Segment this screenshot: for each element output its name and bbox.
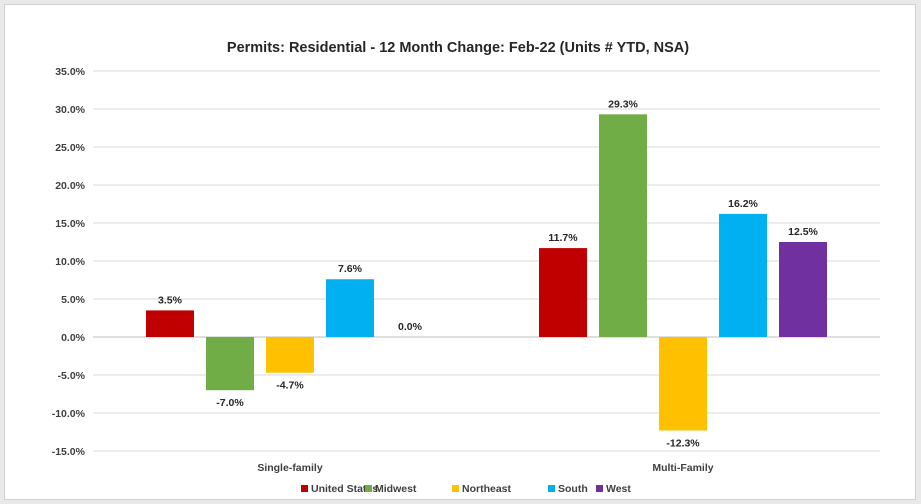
legend-swatch [452, 485, 459, 492]
legend-label: United States [311, 483, 378, 495]
x-axis-categories: Single-family Multi-Family [257, 462, 713, 474]
bars [146, 114, 827, 431]
x-category-label: Single-family [257, 462, 323, 474]
data-label: 7.6% [338, 263, 363, 275]
y-tick-label: 30.0% [55, 104, 85, 116]
x-category-label: Multi-Family [652, 462, 713, 474]
legend-label: West [606, 483, 631, 495]
y-tick-label: 15.0% [55, 218, 85, 230]
bar [779, 242, 827, 337]
bar [659, 337, 707, 431]
data-label: -12.3% [666, 437, 700, 449]
data-label: 11.7% [548, 232, 578, 244]
y-tick-label: 25.0% [55, 142, 85, 154]
data-label: -4.7% [276, 380, 304, 392]
y-tick-label: 0.0% [61, 332, 86, 344]
y-axis-ticks: 35.0% 30.0% 25.0% 20.0% 15.0% 10.0% 5.0% 0.0% -5… [52, 66, 86, 458]
bar [539, 248, 587, 337]
y-tick-label: 35.0% [55, 66, 85, 78]
bar [266, 337, 314, 373]
bar [206, 337, 254, 391]
data-label: 29.3% [608, 98, 638, 110]
legend-swatch [596, 485, 603, 492]
y-tick-label: -15.0% [52, 446, 86, 458]
y-tick-label: 5.0% [61, 294, 86, 306]
data-label: 3.5% [158, 294, 183, 306]
data-label: 16.2% [728, 198, 758, 210]
legend-label: Midwest [375, 483, 417, 495]
bar [719, 213, 767, 337]
legend-label: Northeast [462, 483, 512, 495]
chart-title: Permits: Residential - 12 Month Change: … [227, 40, 689, 56]
data-label: -7.0% [216, 397, 244, 409]
bar [599, 114, 647, 337]
y-tick-label: 10.0% [55, 256, 85, 268]
legend-swatch [548, 485, 555, 492]
y-tick-label: 20.0% [55, 180, 85, 192]
legend-swatch [301, 485, 308, 492]
y-tick-label: -10.0% [52, 408, 86, 420]
legend-label: South [558, 483, 588, 495]
data-label: 12.5% [788, 226, 818, 238]
data-label: 0.0% [398, 321, 423, 333]
y-tick-label: -5.0% [58, 370, 86, 382]
bar [326, 279, 374, 337]
bar [146, 310, 194, 337]
legend-swatch [365, 485, 372, 492]
data-labels: 3.5% -7.0% -4.7% 7.6% 0.0% 11.7% 29.3% -12.3% 16… [158, 98, 819, 449]
